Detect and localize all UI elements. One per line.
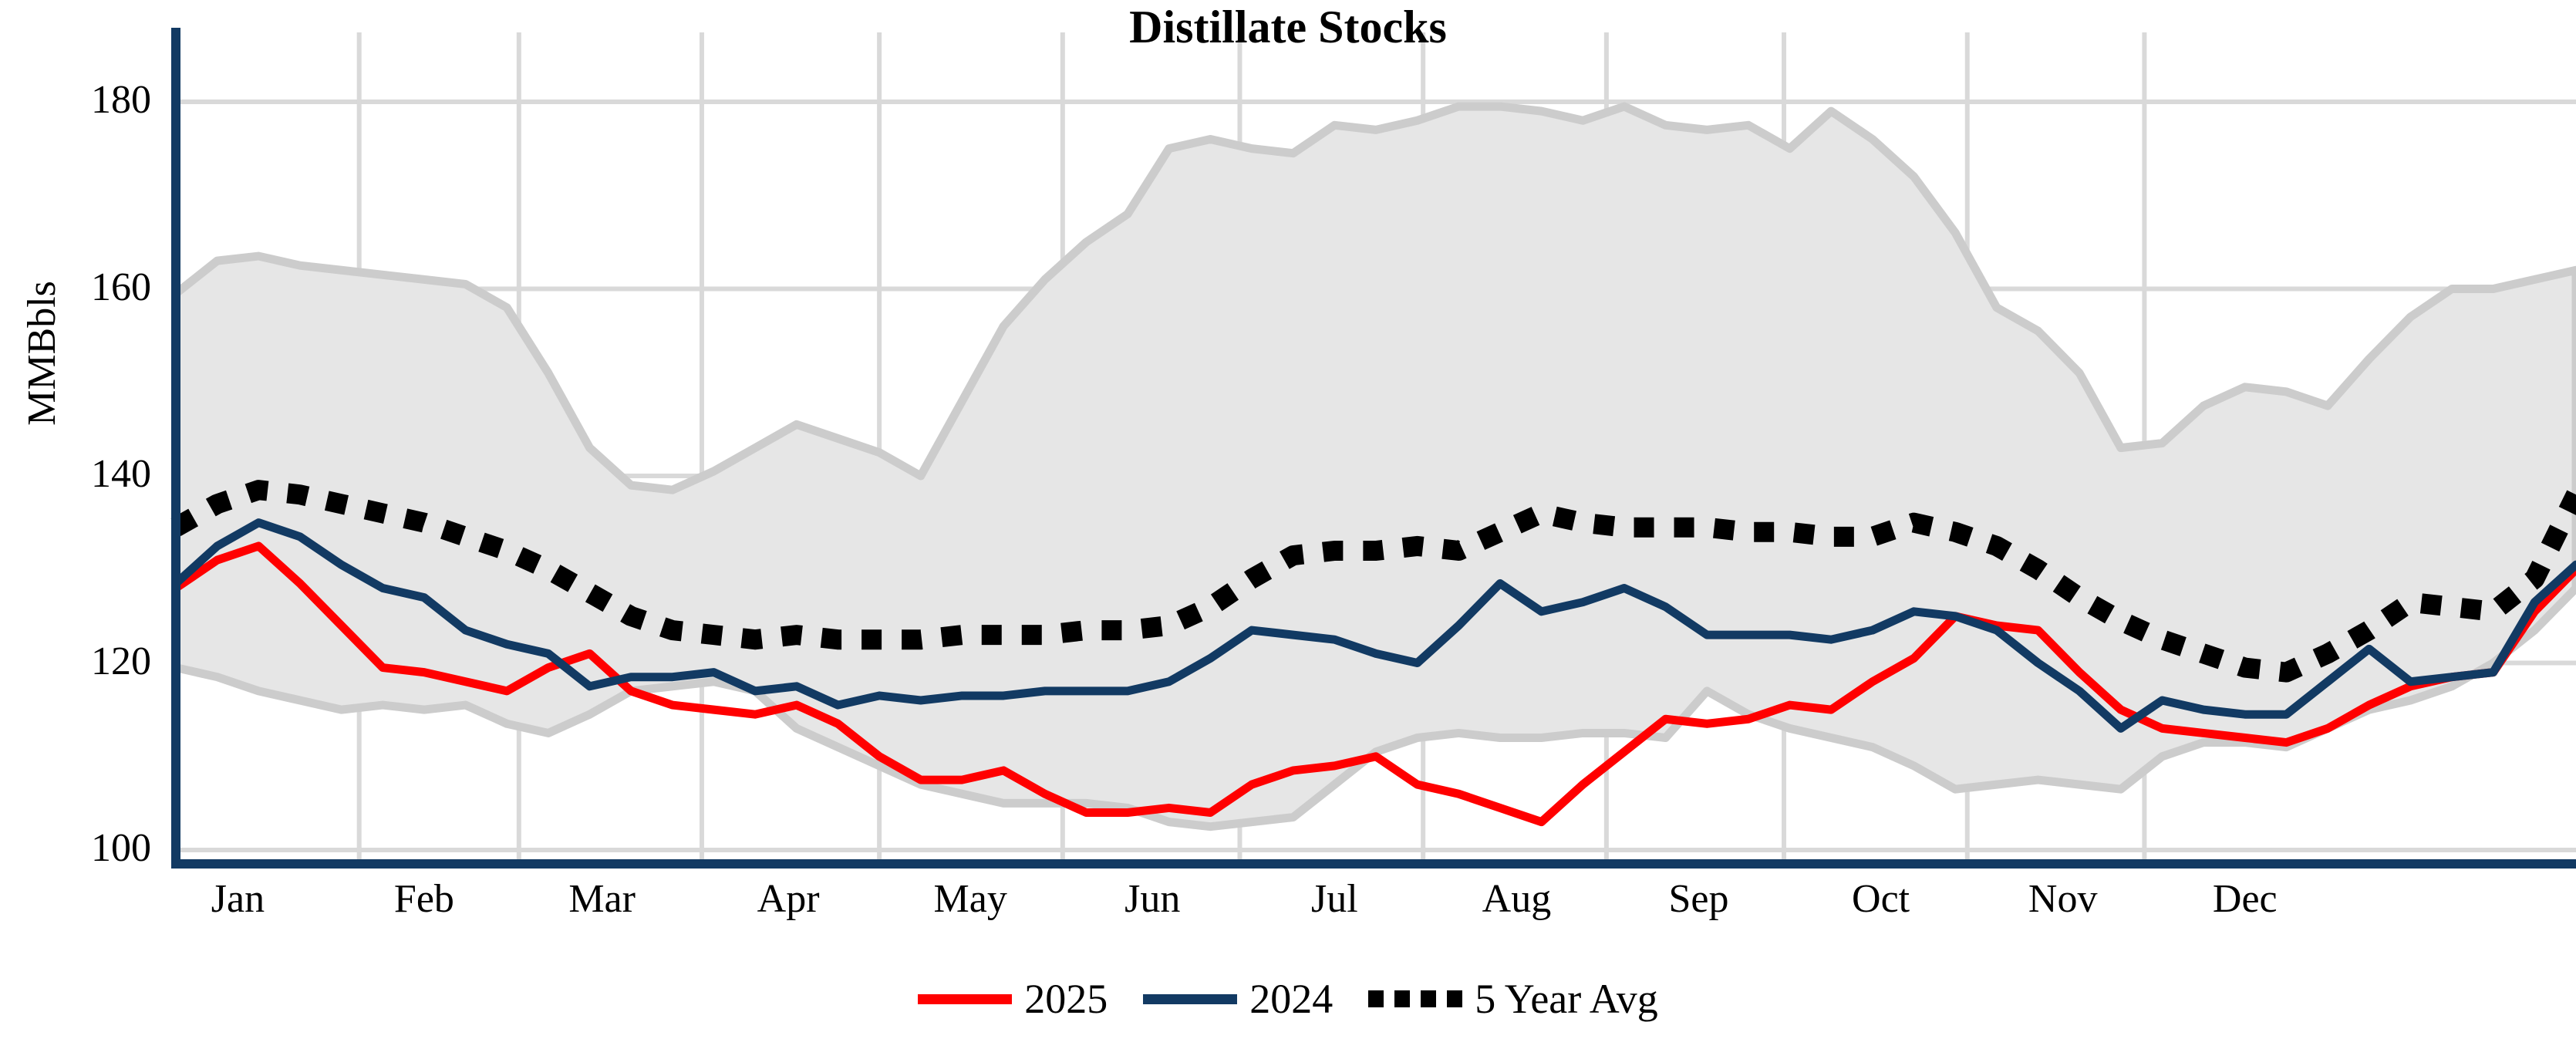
x-tick-label-apr: Apr — [757, 877, 820, 921]
legend-swatch-solid-navy-line — [1143, 993, 1238, 1004]
y-axis-tick-labels: 100 120 140 160 180 — [0, 0, 151, 1049]
y-tick-label: 120 — [91, 639, 151, 683]
series-line-2025 — [171, 541, 2576, 827]
legend-label: 2025 — [1024, 976, 1108, 1022]
x-tick-label-may: May — [933, 877, 1007, 921]
legend-item-5-year-avg[interactable]: 5 Year Avg — [1368, 978, 1658, 1020]
series-line-2024 — [171, 518, 2576, 733]
chart-legend: 2025 2024 5 Year Avg — [0, 978, 2576, 1020]
x-tick-label-sep: Sep — [1668, 877, 1729, 921]
x-tick-label-dec: Dec — [2212, 877, 2278, 921]
legend-item-2024[interactable]: 2024 — [1143, 978, 1333, 1020]
legend-dot — [1368, 990, 1384, 1007]
legend-swatch-solid-red-line — [918, 993, 1013, 1004]
legend-item-2025[interactable]: 2025 — [918, 978, 1108, 1020]
x-tick-label-feb: Feb — [393, 877, 454, 921]
x-tick-label-nov: Nov — [2028, 877, 2098, 921]
x-tick-label-mar: Mar — [568, 877, 636, 921]
x-tick-label-jun: Jun — [1124, 877, 1181, 921]
legend-label: 5 Year Avg — [1475, 976, 1658, 1022]
y-tick-label: 140 — [91, 452, 151, 496]
chart-title: Distillate Stocks — [1129, 2, 1447, 52]
series-line-5yr-avg — [170, 480, 2576, 683]
y-tick-label: 160 — [91, 265, 151, 309]
y-tick-label: 180 — [91, 78, 151, 122]
legend-dot — [1394, 990, 1411, 1007]
x-tick-label-jan: Jan — [211, 877, 265, 921]
legend-swatch-dotted-black-line — [1368, 990, 1463, 1007]
y-tick-label: 100 — [91, 826, 151, 870]
x-tick-label-jul: Jul — [1311, 877, 1358, 921]
legend-label: 2024 — [1249, 976, 1334, 1022]
x-tick-label-aug: Aug — [1482, 877, 1552, 921]
five-year-range-band — [171, 102, 2576, 831]
legend-dot — [1447, 990, 1463, 1007]
legend-dot — [1421, 990, 1437, 1007]
x-tick-label-oct: Oct — [1852, 877, 1910, 921]
